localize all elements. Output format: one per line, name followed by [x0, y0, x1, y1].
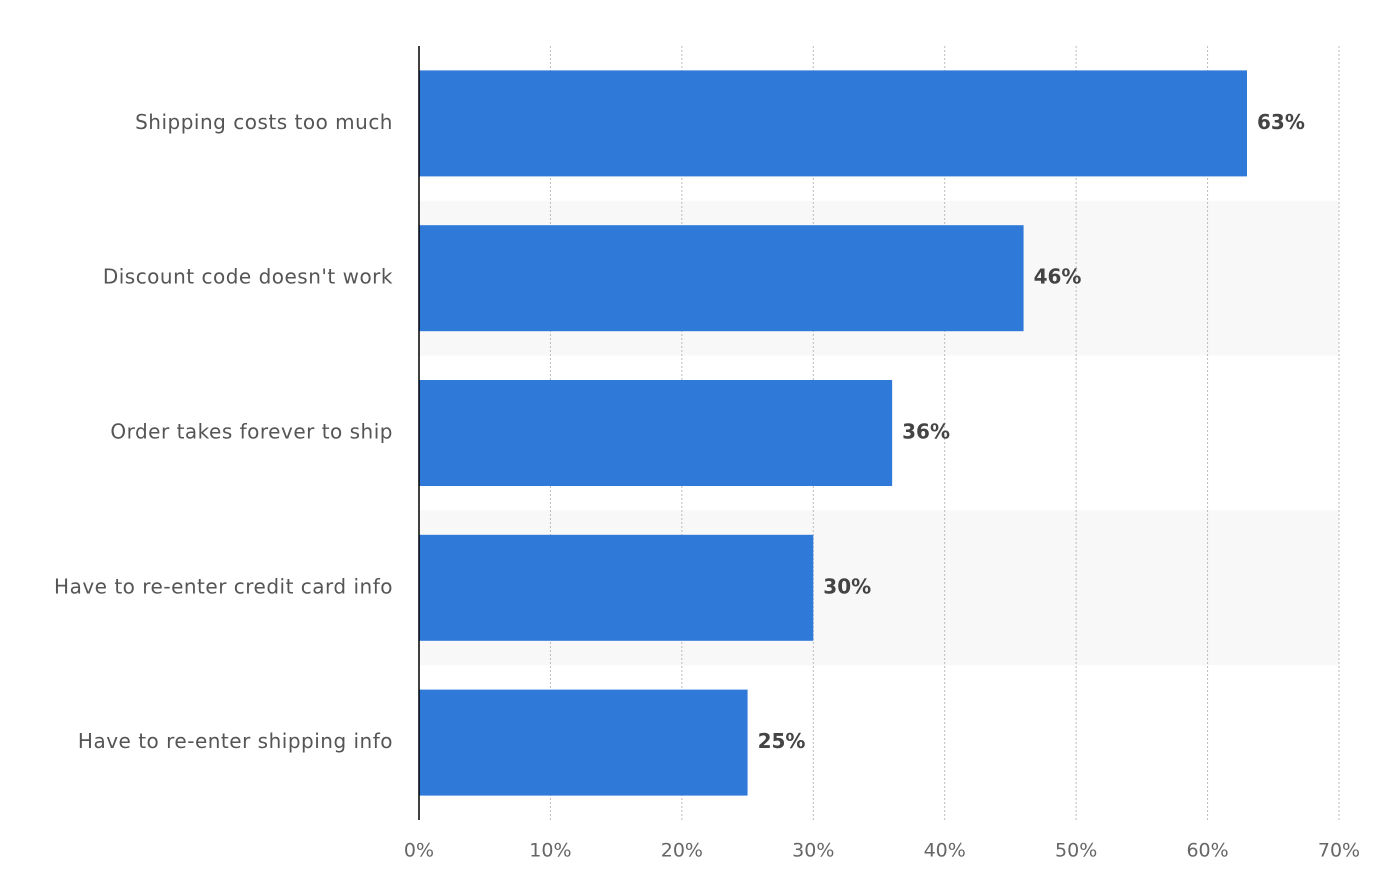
y-tick-label: Order takes forever to ship [110, 420, 393, 444]
value-label: 46% [1034, 265, 1082, 289]
value-label: 36% [902, 420, 950, 444]
bar [419, 689, 748, 796]
y-tick-label: Discount code doesn't work [103, 265, 393, 289]
bar [419, 225, 1024, 332]
x-tick-label: 40% [924, 840, 966, 862]
y-tick-label: Have to re-enter credit card info [54, 574, 393, 598]
x-tick-label: 60% [1186, 840, 1228, 862]
x-tick-label: 10% [529, 840, 571, 862]
x-tick-label: 70% [1318, 840, 1360, 862]
value-label: 25% [758, 729, 806, 753]
y-tick-label: Shipping costs too much [135, 110, 393, 134]
bar [419, 534, 814, 641]
bar [419, 380, 893, 486]
value-label: 63% [1257, 110, 1305, 134]
y-tick-label: Have to re-enter shipping info [78, 729, 393, 753]
value-label: 30% [823, 574, 871, 598]
x-tick-label: 30% [792, 840, 834, 862]
x-tick-label: 50% [1055, 840, 1097, 862]
x-tick-label: 0% [404, 840, 434, 862]
bar [419, 70, 1247, 177]
x-tick-label: 20% [661, 840, 703, 862]
